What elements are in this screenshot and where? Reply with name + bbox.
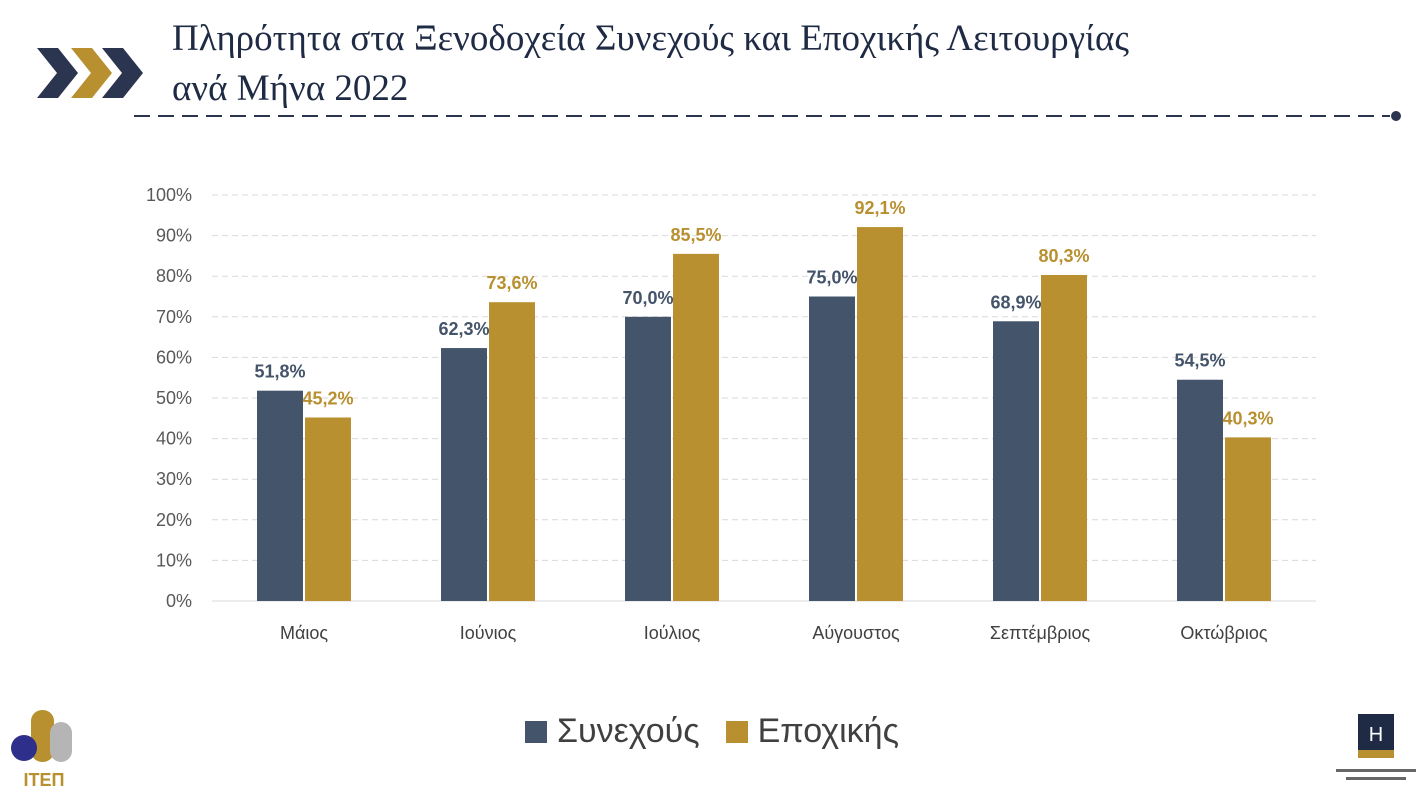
bar-continuous <box>1177 379 1223 601</box>
x-tick-label: Μάιος <box>280 623 328 643</box>
itep-logo-icon: ΙΤΕΠ <box>11 710 72 790</box>
data-label: 54,5% <box>1174 351 1225 371</box>
title-line-1: Πληρότητα στα Ξενοδοχεία Συνεχούς και Επ… <box>172 18 1130 59</box>
y-tick-label: 60% <box>156 347 192 367</box>
y-tick-label: 50% <box>156 388 192 408</box>
x-tick-label: Αύγουστος <box>812 623 900 643</box>
y-tick-label: 30% <box>156 469 192 489</box>
x-tick-label: Ιούνιος <box>460 623 517 643</box>
bar-continuous <box>625 316 671 601</box>
x-tick-label: Ιούλιος <box>644 623 701 643</box>
hotel-chamber-logo-icon: H <box>1336 714 1416 780</box>
y-tick-label: 70% <box>156 307 192 327</box>
data-label: 70,0% <box>622 288 673 308</box>
legend-label-series2: Εποχικής <box>757 712 899 750</box>
y-tick-label: 40% <box>156 429 192 449</box>
y-tick-label: 100% <box>146 185 192 205</box>
y-tick-label: 80% <box>156 266 192 286</box>
bar-continuous <box>257 390 303 601</box>
data-label: 73,6% <box>486 273 537 293</box>
data-label: 92,1% <box>854 198 905 218</box>
bar-seasonal <box>305 417 351 601</box>
legend-item-series2: Εποχικής <box>725 712 899 751</box>
itep-logo-text: ΙΤΕΠ <box>23 770 64 790</box>
hotel-logo-text: H <box>1369 724 1383 746</box>
divider-dot-icon <box>1391 111 1401 121</box>
y-tick-label: 0% <box>166 591 192 611</box>
legend: Συνεχούς Εποχικής <box>0 712 1424 751</box>
legend-swatch-series2 <box>725 720 748 743</box>
data-label: 85,5% <box>670 225 721 245</box>
page-title: Πληρότητα στα Ξενοδοχεία Συνεχούς και Επ… <box>172 14 1129 114</box>
data-label: 40,3% <box>1222 408 1273 428</box>
legend-label-series1: Συνεχούς <box>557 712 700 750</box>
data-label: 80,3% <box>1038 246 1089 266</box>
bar-continuous <box>809 296 855 601</box>
legend-swatch-series1 <box>525 720 548 743</box>
x-tick-label: Σεπτέμβριος <box>990 623 1091 643</box>
bar-seasonal <box>489 302 535 601</box>
bar-seasonal <box>1225 437 1271 601</box>
x-tick-label: Οκτώβριος <box>1180 623 1268 643</box>
bar-seasonal <box>673 253 719 601</box>
bar-continuous <box>993 321 1039 601</box>
bar-continuous <box>441 348 487 601</box>
y-tick-label: 90% <box>156 226 192 246</box>
data-label: 51,8% <box>254 362 305 382</box>
data-label: 45,2% <box>302 388 353 408</box>
data-label: 68,9% <box>990 292 1041 312</box>
legend-item-series1: Συνεχούς <box>525 712 700 751</box>
chevrons-logo-icon <box>37 48 143 98</box>
title-line-2: ανά Μήνα 2022 <box>172 68 409 109</box>
data-label: 62,3% <box>438 319 489 339</box>
y-tick-label: 20% <box>156 510 192 530</box>
bar-seasonal <box>857 227 903 601</box>
data-label: 75,0% <box>806 268 857 288</box>
bar-seasonal <box>1041 274 1087 601</box>
y-tick-label: 10% <box>156 550 192 570</box>
